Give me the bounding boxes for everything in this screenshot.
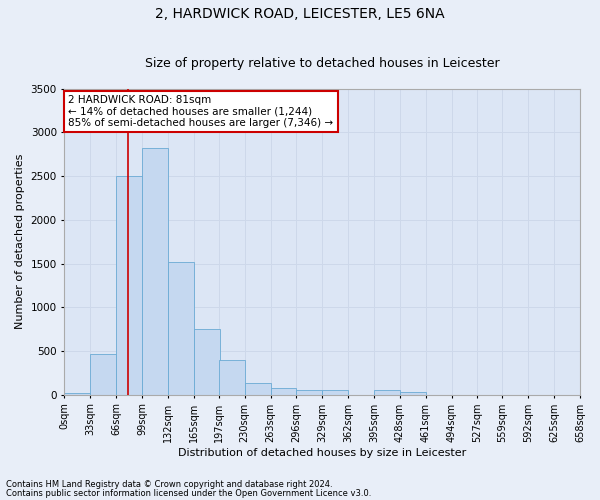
Bar: [194, 329, 220, 395]
X-axis label: Distribution of detached houses by size in Leicester: Distribution of detached houses by size …: [178, 448, 466, 458]
Y-axis label: Number of detached properties: Number of detached properties: [15, 154, 25, 330]
Bar: [322, 390, 348, 395]
Title: Size of property relative to detached houses in Leicester: Size of property relative to detached ho…: [145, 56, 500, 70]
Text: Contains HM Land Registry data © Crown copyright and database right 2024.: Contains HM Land Registry data © Crown c…: [6, 480, 332, 489]
Bar: [116, 176, 142, 395]
Bar: [245, 382, 271, 395]
Bar: [168, 262, 194, 395]
Text: Contains public sector information licensed under the Open Government Licence v3: Contains public sector information licen…: [6, 488, 371, 498]
Bar: [296, 390, 322, 395]
Text: 2, HARDWICK ROAD, LEICESTER, LE5 6NA: 2, HARDWICK ROAD, LEICESTER, LE5 6NA: [155, 8, 445, 22]
Bar: [142, 148, 168, 395]
Bar: [374, 390, 400, 395]
Bar: [64, 392, 91, 395]
Bar: [271, 388, 296, 395]
Text: 2 HARDWICK ROAD: 81sqm
← 14% of detached houses are smaller (1,244)
85% of semi-: 2 HARDWICK ROAD: 81sqm ← 14% of detached…: [68, 95, 334, 128]
Bar: [219, 360, 245, 395]
Bar: [91, 354, 116, 395]
Bar: [400, 392, 425, 395]
